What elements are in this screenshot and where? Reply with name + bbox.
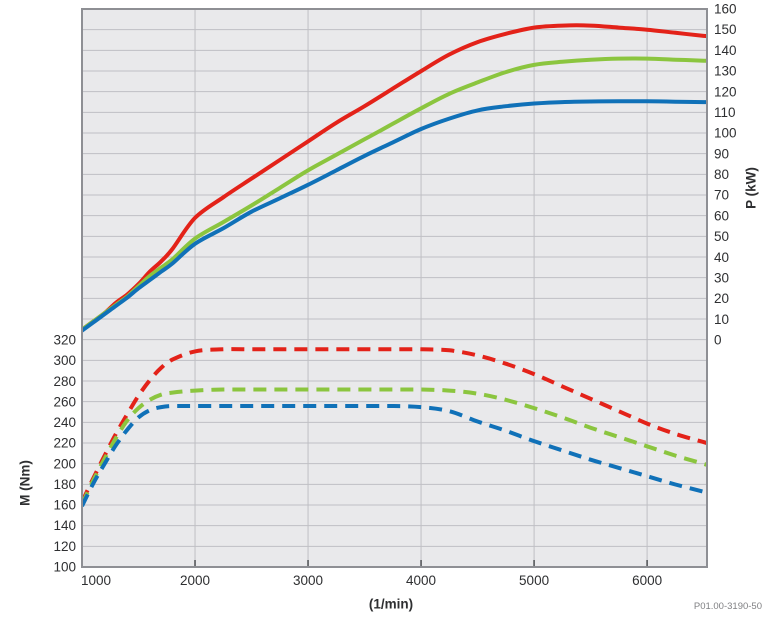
right-tick-label: 130 bbox=[714, 64, 737, 79]
right-tick-label: 40 bbox=[714, 250, 729, 265]
x-tick-label: 3000 bbox=[293, 573, 323, 588]
left-tick-label: 280 bbox=[53, 374, 76, 389]
right-tick-label: 10 bbox=[714, 312, 729, 327]
left-tick-label: 180 bbox=[53, 477, 76, 492]
x-tick-label: 2000 bbox=[180, 573, 210, 588]
x-axis-title: (1/min) bbox=[368, 596, 414, 612]
right-tick-label: 30 bbox=[714, 270, 729, 285]
right-tick-label: 110 bbox=[714, 105, 736, 120]
right-tick-label: 20 bbox=[714, 291, 729, 306]
right-tick-label: 90 bbox=[714, 146, 729, 161]
left-tick-label: 100 bbox=[53, 560, 76, 575]
right-axis-title: P (kW) bbox=[743, 167, 759, 209]
x-tick-label: 1000 bbox=[81, 573, 111, 588]
x-tick-label: 4000 bbox=[406, 573, 436, 588]
left-tick-label: 300 bbox=[53, 353, 76, 368]
right-tick-label: 120 bbox=[714, 84, 737, 99]
plot-border bbox=[81, 8, 708, 568]
x-tick-label: 6000 bbox=[632, 573, 662, 588]
left-tick-label: 320 bbox=[53, 333, 76, 348]
x-tick-label: 5000 bbox=[519, 573, 549, 588]
right-tick-label: 150 bbox=[714, 22, 737, 37]
left-tick-label: 140 bbox=[53, 518, 76, 533]
right-tick-label: 140 bbox=[714, 43, 737, 58]
right-tick-label: 0 bbox=[714, 333, 722, 348]
right-tick-label: 70 bbox=[714, 188, 729, 203]
curve-torque-red bbox=[82, 347, 707, 503]
figure-code: P01.00-3190-50 bbox=[693, 601, 762, 612]
right-tick-label: 60 bbox=[714, 208, 729, 223]
right-tick-label: 100 bbox=[714, 126, 737, 141]
curve-power-blue bbox=[82, 99, 707, 333]
right-tick-label: 160 bbox=[714, 2, 737, 17]
left-axis-title: M (Nm) bbox=[17, 460, 33, 506]
left-tick-label: 120 bbox=[53, 539, 76, 554]
left-tick-label: 160 bbox=[53, 498, 76, 513]
left-tick-label: 260 bbox=[53, 394, 76, 409]
right-tick-label: 50 bbox=[714, 229, 729, 244]
left-tick-label: 240 bbox=[53, 415, 76, 430]
curve-torque-blue bbox=[82, 403, 707, 507]
left-tick-label: 220 bbox=[53, 436, 76, 451]
plot-background bbox=[82, 9, 707, 567]
curve-torque-green bbox=[82, 387, 707, 505]
right-tick-label: 80 bbox=[714, 167, 729, 182]
left-tick-label: 200 bbox=[53, 456, 76, 471]
